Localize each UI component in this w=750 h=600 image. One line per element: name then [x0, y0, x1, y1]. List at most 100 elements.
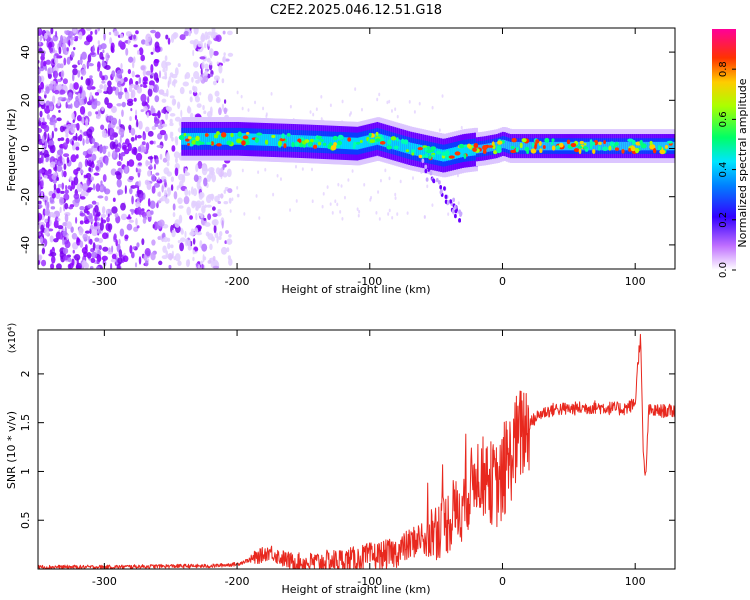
spectrogram-faint-speck: [377, 190, 380, 194]
spectrogram-noise-speck: [66, 56, 71, 65]
spectrogram-noise-speck: [156, 202, 159, 209]
spectrogram-noise-speck: [107, 80, 112, 87]
spectrogram-noise-speck: [50, 263, 55, 269]
spectrogram-noise-speck: [78, 59, 83, 64]
spectrogram-noise-speck: [207, 31, 214, 36]
spectrogram-noise-speck: [196, 180, 201, 190]
spectrogram-noise-speck: [140, 93, 147, 103]
spectrogram-band-peak: [393, 145, 399, 150]
spectrogram-noise-speck: [134, 262, 138, 268]
spectrogram-band-peak: [309, 138, 314, 143]
spectrogram-noise-speck: [63, 163, 67, 170]
spectrogram-band-peak: [305, 139, 310, 143]
spectrogram-band-peak: [187, 143, 191, 146]
spectrogram-x-tick-label: 0: [499, 275, 506, 288]
spectrogram-noise-speck: [77, 70, 81, 78]
spectrogram-noise-speck: [79, 220, 84, 225]
spectrogram-noise-speck: [100, 124, 105, 130]
spectrogram-noise-speck: [101, 206, 106, 214]
spectrogram-noise-speck: [166, 88, 169, 98]
spectrogram-noise-speck: [131, 209, 134, 215]
spectrogram-noise-speck: [117, 257, 123, 265]
spectrogram-faint-speck: [360, 107, 363, 112]
spectrogram-noise-speck: [113, 30, 120, 37]
spectrogram-tail-speck: [458, 209, 461, 214]
spectrogram-x-tick-label: -200: [225, 275, 250, 288]
spectrogram-noise-speck: [162, 157, 168, 163]
spectrogram-y-tick-label: -20: [19, 188, 32, 206]
spectrogram-noise-speck: [228, 258, 233, 266]
spectrogram-noise-speck: [45, 59, 51, 65]
spectrogram-noise-speck: [113, 233, 117, 241]
spectrogram-noise-speck: [177, 197, 183, 205]
spectrogram-faint-speck: [301, 167, 304, 171]
spectrogram-noise-speck: [206, 168, 209, 172]
spectrogram-noise-speck: [86, 34, 93, 43]
spectrogram-noise-speck: [158, 89, 165, 95]
colorbar-tick-label: 0.8: [718, 61, 729, 77]
spectrogram-noise-speck: [189, 96, 193, 103]
spectrogram-noise-speck: [135, 74, 141, 78]
spectrogram-band-peak: [614, 147, 620, 151]
spectrogram-noise-speck: [87, 160, 92, 165]
spectrogram-noise-speck: [94, 91, 100, 96]
spectrogram-noise-speck: [41, 122, 45, 126]
spectrogram-noise-speck: [81, 116, 85, 125]
spectrogram-noise-speck: [72, 249, 75, 254]
spectrogram-band-mid: [675, 138, 679, 154]
spectrogram-noise-speck: [101, 80, 106, 84]
spectrogram-faint-speck: [311, 167, 314, 172]
spectrogram-noise-speck: [79, 196, 86, 200]
spectrogram-noise-speck: [205, 35, 211, 40]
spectrogram-noise-speck: [99, 144, 103, 154]
spectrogram-noise-speck: [100, 180, 103, 186]
spectrogram-tail-speck: [446, 200, 450, 205]
spectrogram-noise-speck: [43, 124, 50, 133]
spectrogram-faint-speck: [406, 211, 409, 215]
spectrogram-x-tick-label: -300: [92, 275, 117, 288]
spectrogram-noise-speck: [153, 84, 159, 93]
spectrogram-noise-speck: [128, 175, 134, 181]
spectrogram-tail-speck: [432, 178, 435, 183]
spectrogram-noise-speck: [79, 170, 84, 174]
spectrogram-noise-speck: [102, 232, 109, 240]
spectrogram-noise-speck: [56, 263, 62, 269]
spectrogram-noise-speck: [85, 78, 91, 86]
spectrogram-band-peak: [621, 149, 625, 154]
spectrogram-noise-speck: [78, 31, 83, 40]
spectrogram-noise-speck: [157, 110, 161, 119]
spectrogram-band-peak: [424, 153, 429, 159]
spectrogram-noise-speck: [180, 109, 183, 118]
spectrogram-band-peak: [230, 132, 234, 138]
spectrogram-noise-speck: [138, 76, 142, 85]
spectrogram-noise-speck: [136, 225, 140, 229]
spectrogram-band-peak: [195, 135, 200, 142]
spectrogram-noise-speck: [99, 186, 103, 191]
spectrogram-y-label: Frequency (Hz): [5, 109, 18, 192]
spectrogram-noise-speck: [96, 266, 101, 269]
spectrogram-faint-speck: [356, 207, 359, 211]
spectrogram-noise-speck: [196, 103, 202, 108]
spectrogram-noise-speck: [150, 63, 154, 73]
spectrogram-noise-speck: [77, 92, 81, 99]
spectrogram-band-peak: [583, 142, 587, 146]
spectrogram-band-peak: [545, 139, 549, 143]
spectrogram-noise-speck: [161, 76, 168, 80]
spectrogram-noise-speck: [117, 91, 124, 96]
spectrogram-noise-speck: [148, 80, 155, 87]
spectrogram-noise-speck: [209, 243, 213, 251]
spectrogram-noise-speck: [71, 112, 75, 120]
spectrogram-noise-speck: [171, 136, 174, 142]
spectrogram-faint-speck: [262, 106, 265, 111]
spectrogram-noise-speck: [82, 151, 88, 156]
spectrogram-noise-speck: [144, 179, 150, 186]
spectrogram-band-peak: [237, 131, 242, 137]
spectrogram-noise-speck: [59, 89, 66, 95]
spectrogram-band-peak: [589, 143, 593, 150]
spectrogram-noise-speck: [147, 130, 154, 137]
spectrogram-noise-speck: [96, 254, 102, 263]
spectrogram-noise-speck: [153, 59, 160, 64]
spectrogram-noise-speck: [49, 116, 55, 123]
spectrogram-noise-speck: [131, 195, 134, 205]
spectrogram-noise-speck: [67, 30, 73, 39]
